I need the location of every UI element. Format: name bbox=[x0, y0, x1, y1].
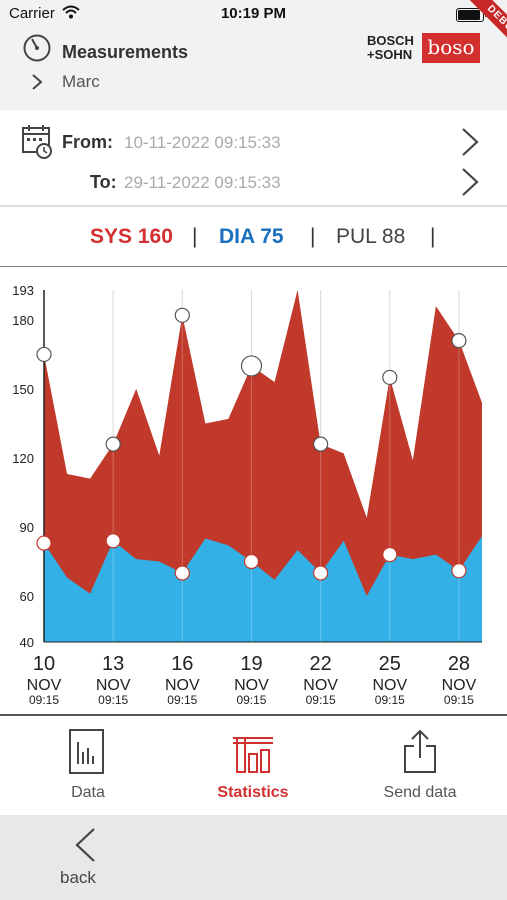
bottom-bar bbox=[0, 815, 507, 900]
from-chevron-icon[interactable] bbox=[458, 126, 482, 158]
x-tick-time: 09:15 bbox=[167, 693, 197, 707]
back-chevron-icon[interactable] bbox=[72, 826, 98, 864]
to-chevron-icon[interactable] bbox=[458, 166, 482, 198]
from-label: From: bbox=[62, 132, 113, 152]
data-point-dia bbox=[174, 565, 190, 581]
y-tick-label: 40 bbox=[20, 635, 34, 650]
x-tick-day: 13 bbox=[102, 653, 124, 675]
user-name[interactable]: Marc bbox=[62, 72, 100, 91]
back-button[interactable]: back bbox=[60, 868, 96, 887]
data-point-sys bbox=[313, 436, 329, 452]
data-point-sys bbox=[174, 307, 190, 323]
brand-logo: boso bbox=[422, 33, 480, 63]
x-tick-day: 16 bbox=[171, 653, 193, 675]
data-point-sys bbox=[36, 346, 52, 363]
tab-statistics-label: Statistics bbox=[217, 784, 289, 801]
calendar-clock-icon[interactable] bbox=[21, 124, 57, 160]
x-tick-month: NOV bbox=[165, 677, 200, 694]
brand-text: BOSCH +SOHN bbox=[367, 34, 414, 62]
brand-line2: +SOHN bbox=[367, 47, 413, 62]
x-tick-day: 28 bbox=[448, 653, 470, 675]
x-tick-month: NOV bbox=[442, 677, 477, 694]
y-tick-label: 180 bbox=[12, 313, 34, 328]
sys-value: SYS 160 bbox=[90, 225, 173, 248]
data-point-sys bbox=[451, 333, 467, 349]
page-title: Measurements bbox=[62, 42, 189, 62]
data-point-sys bbox=[105, 436, 121, 452]
data-point-sys bbox=[382, 369, 398, 386]
debug-label: DEBUG bbox=[458, 0, 507, 56]
summary-row: SYS 160 | DIA 75 | PUL 88 | bbox=[0, 225, 507, 251]
x-tick-day: 22 bbox=[310, 653, 332, 675]
to-label: To: bbox=[90, 172, 117, 192]
x-tick-month: NOV bbox=[96, 677, 131, 694]
status-time: 10:19 PM bbox=[220, 5, 287, 22]
data-point-dia bbox=[382, 546, 398, 563]
x-tick-month: NOV bbox=[234, 677, 269, 694]
x-tick-time: 09:15 bbox=[444, 693, 474, 707]
from-date-value[interactable]: 10-11-2022 09:15:33 bbox=[124, 133, 281, 152]
data-point-dia bbox=[36, 535, 52, 551]
y-tick-label: 120 bbox=[12, 451, 34, 466]
series-area-dia bbox=[44, 536, 482, 642]
series-area-sys bbox=[44, 290, 482, 642]
x-tick-month: NOV bbox=[27, 677, 62, 694]
status-bar bbox=[0, 0, 507, 30]
wifi-icon bbox=[62, 5, 80, 19]
chevron-right-icon[interactable] bbox=[30, 72, 44, 92]
separator: | bbox=[310, 225, 316, 248]
x-tick-month: NOV bbox=[303, 677, 338, 694]
separator: | bbox=[430, 225, 436, 248]
x-tick-day: 19 bbox=[240, 653, 262, 675]
data-point-dia bbox=[313, 565, 329, 581]
to-date-value[interactable]: 29-11-2022 09:15:33 bbox=[124, 173, 281, 192]
gauge-icon bbox=[23, 34, 51, 62]
x-tick-time: 09:15 bbox=[29, 693, 59, 707]
tab-send-data-label: Send data bbox=[383, 784, 457, 801]
bp-chart: 40609012015018019310NOV09:1513NOV09:1516… bbox=[12, 283, 482, 707]
debug-ribbon: DEBUG bbox=[440, 0, 507, 56]
y-tick-label: 90 bbox=[20, 520, 34, 535]
y-tick-label: 150 bbox=[12, 382, 34, 397]
data-icon bbox=[69, 729, 104, 774]
y-tick-label: 60 bbox=[20, 589, 34, 604]
separator: | bbox=[192, 225, 198, 248]
divider bbox=[0, 266, 507, 267]
data-point-dia bbox=[243, 553, 260, 570]
data-point-sys bbox=[240, 355, 263, 377]
x-tick-month: NOV bbox=[372, 677, 407, 694]
pul-value: PUL 88 bbox=[336, 225, 406, 248]
y-tick-label: 193 bbox=[12, 283, 34, 298]
x-tick-time: 09:15 bbox=[306, 693, 336, 707]
brand-line1: BOSCH bbox=[367, 33, 414, 48]
carrier-label: Carrier bbox=[9, 5, 55, 22]
tab-data-label: Data bbox=[71, 784, 105, 801]
tab-send-data[interactable]: Send data bbox=[360, 722, 480, 807]
statistics-icon bbox=[233, 737, 273, 773]
x-tick-day: 10 bbox=[33, 653, 55, 675]
x-tick-day: 25 bbox=[379, 653, 401, 675]
x-tick-time: 09:15 bbox=[236, 693, 266, 707]
tab-statistics[interactable]: Statistics bbox=[193, 722, 313, 807]
dia-value: DIA 75 bbox=[219, 225, 284, 248]
divider bbox=[0, 205, 507, 207]
divider bbox=[0, 714, 507, 716]
data-point-dia bbox=[105, 533, 121, 549]
x-tick-time: 09:15 bbox=[98, 693, 128, 707]
tab-data[interactable]: Data bbox=[28, 722, 148, 807]
share-icon bbox=[404, 729, 436, 773]
x-tick-time: 09:15 bbox=[375, 693, 405, 707]
data-point-dia bbox=[451, 563, 467, 579]
